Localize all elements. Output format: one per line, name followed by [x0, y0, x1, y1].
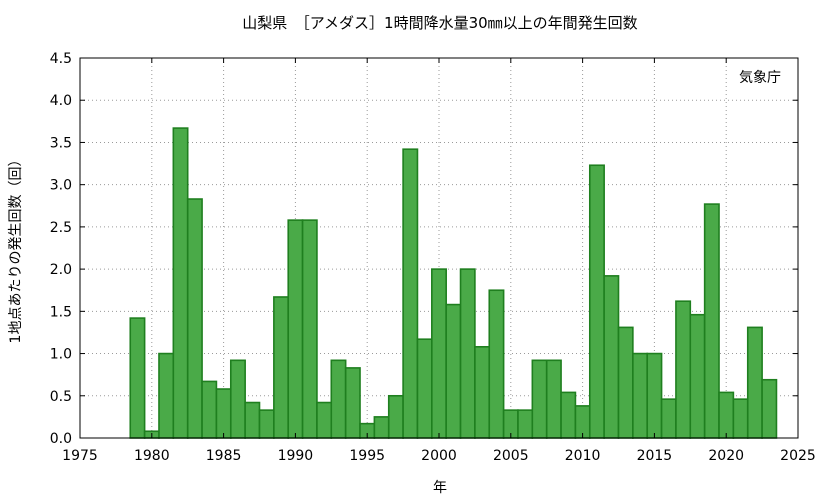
bar-2021	[732, 398, 749, 439]
y-tick-label: 0.5	[50, 389, 72, 405]
bar-1998	[402, 148, 419, 439]
x-tick-label: 1995	[349, 448, 385, 464]
bar-1981	[158, 352, 175, 439]
bar-1999	[416, 338, 433, 439]
bar-2020	[718, 391, 735, 439]
bar-2007	[531, 359, 548, 439]
bar-1993	[330, 359, 347, 439]
bar-2018	[689, 313, 706, 439]
x-tick-label: 2025	[780, 448, 816, 464]
y-tick-label: 3.0	[50, 178, 72, 194]
bar-1989	[273, 296, 290, 439]
bar-1982	[172, 127, 189, 439]
y-tick-label: 2.0	[50, 262, 72, 278]
x-tick-label: 1975	[62, 448, 98, 464]
y-tick-label: 2.5	[50, 220, 72, 236]
bar-1992	[316, 401, 333, 439]
x-tick-label: 2005	[493, 448, 529, 464]
bar-2013	[617, 326, 634, 439]
x-axis-title: 年	[433, 480, 447, 496]
y-axis-title: 1地点あたりの発生回数（回）	[8, 153, 24, 344]
x-tick-label: 1990	[278, 448, 314, 464]
y-tick-label: 0.0	[50, 431, 72, 447]
bar-1984	[201, 380, 218, 439]
bar-1994	[344, 367, 361, 439]
y-tick-label: 3.5	[50, 135, 72, 151]
bar-2011	[588, 164, 605, 439]
bar-1983	[186, 198, 203, 439]
bar-2008	[545, 359, 562, 439]
bar-2003	[474, 345, 491, 439]
tick-layer: 0.0 0.5 1.0 1.5 2.0 2.5 3.0 3.5 4.0 4.5 1975 1980 19…	[50, 51, 816, 464]
bar-2000	[431, 268, 447, 439]
bar-1988	[258, 409, 275, 439]
bar-2017	[675, 300, 692, 439]
bar-2012	[603, 275, 620, 439]
bar-layer	[129, 127, 778, 439]
bar-1996	[373, 416, 390, 439]
bar-2014	[632, 352, 649, 439]
y-tick-label: 1.0	[50, 347, 72, 363]
x-tick-label: 1985	[206, 448, 242, 464]
bar-2002	[459, 268, 476, 439]
bar-2001	[445, 303, 462, 439]
chart-title: 山梨県 ［アメダス］1時間降水量30㎜以上の年間発生回数	[242, 14, 637, 32]
bar-2022	[746, 326, 763, 439]
bar-1991	[301, 219, 318, 439]
y-tick-label: 4.5	[50, 51, 72, 67]
bar-1986	[229, 359, 246, 439]
bar-1990	[287, 219, 304, 439]
bar-2009	[560, 391, 577, 439]
bar-2016	[660, 398, 677, 439]
y-tick-label: 4.0	[50, 93, 72, 109]
x-tick-label: 2000	[421, 448, 457, 464]
bar-1979	[129, 317, 146, 439]
bar-1997	[387, 394, 404, 439]
y-tick-label: 1.5	[50, 304, 72, 320]
bar-2023	[761, 378, 778, 439]
x-tick-label: 2015	[637, 448, 673, 464]
x-tick-label: 2020	[708, 448, 744, 464]
bar-2004	[488, 289, 505, 439]
x-tick-label: 1980	[134, 448, 170, 464]
bar-1987	[244, 401, 261, 439]
bar-2019	[703, 203, 720, 439]
x-tick-label: 2010	[565, 448, 601, 464]
source-label: 気象庁	[739, 70, 781, 86]
bar-2006	[517, 409, 534, 439]
bar-2015	[646, 352, 663, 439]
bar-1985	[215, 388, 232, 439]
